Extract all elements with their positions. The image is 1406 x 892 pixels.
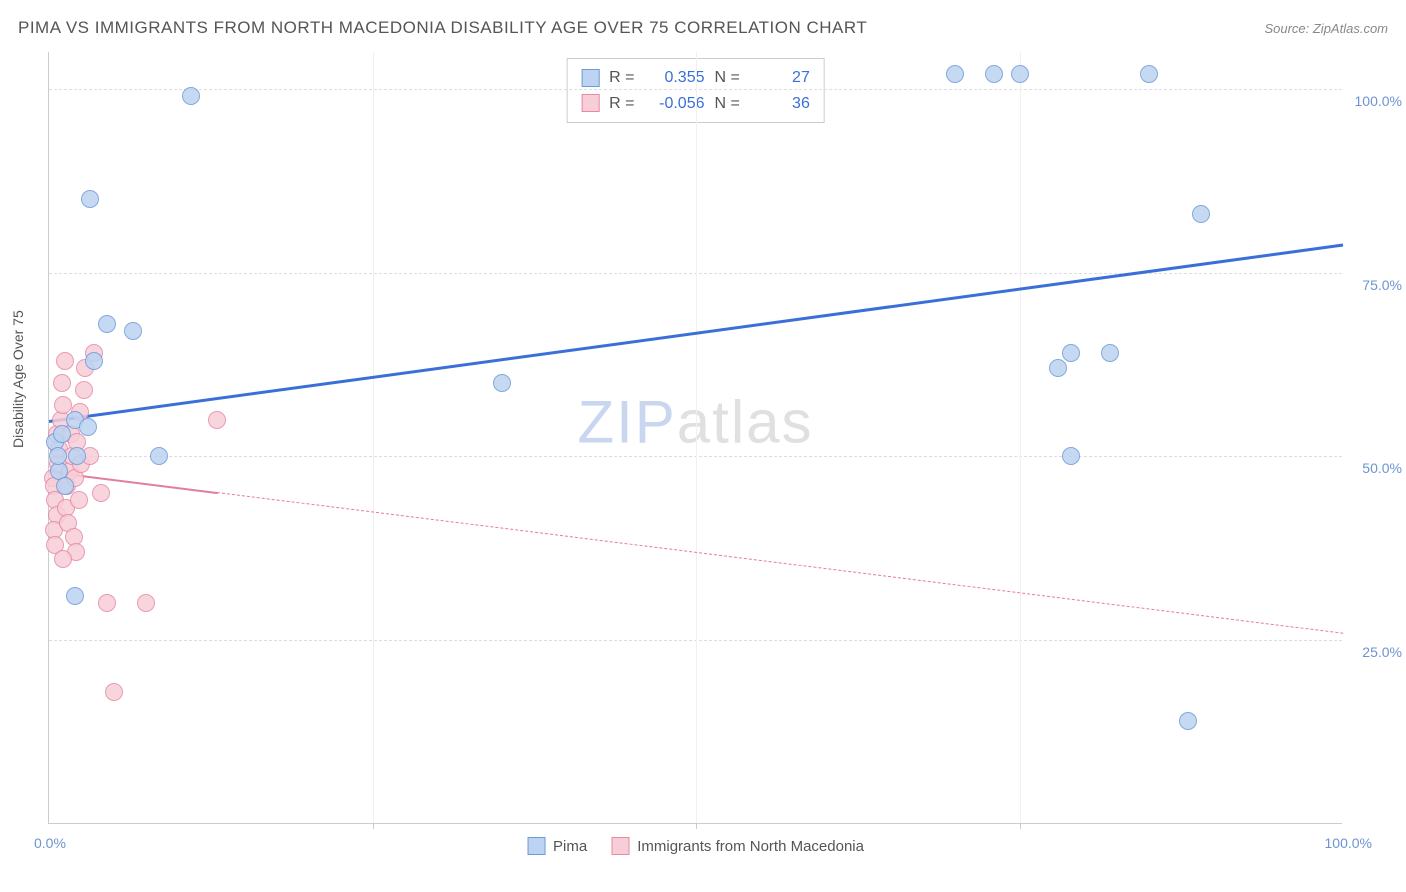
data-point bbox=[85, 352, 103, 370]
data-point bbox=[79, 418, 97, 436]
n-value-2: 36 bbox=[750, 91, 810, 117]
data-point bbox=[124, 322, 142, 340]
gridline-v bbox=[1020, 52, 1021, 823]
data-point bbox=[81, 190, 99, 208]
legend-label-2: Immigrants from North Macedonia bbox=[637, 838, 864, 855]
data-point bbox=[92, 484, 110, 502]
data-point bbox=[1101, 344, 1119, 362]
x-tick-mark bbox=[1020, 823, 1021, 829]
swatch-series-1 bbox=[581, 69, 599, 87]
trend-line bbox=[217, 492, 1343, 634]
data-point bbox=[985, 65, 1003, 83]
y-tick-label: 100.0% bbox=[1347, 93, 1402, 109]
chart-plot-area: ZIPatlas R = 0.355 N = 27 R = -0.056 N =… bbox=[48, 52, 1342, 824]
data-point bbox=[137, 594, 155, 612]
legend: Pima Immigrants from North Macedonia bbox=[527, 837, 864, 855]
data-point bbox=[182, 87, 200, 105]
gridline-v bbox=[373, 52, 374, 823]
y-tick-label: 50.0% bbox=[1347, 460, 1402, 476]
data-point bbox=[946, 65, 964, 83]
data-point bbox=[53, 374, 71, 392]
y-tick-label: 75.0% bbox=[1347, 277, 1402, 293]
n-value-1: 27 bbox=[750, 65, 810, 91]
y-axis-label: Disability Age Over 75 bbox=[10, 310, 26, 448]
data-point bbox=[150, 447, 168, 465]
data-point bbox=[1179, 712, 1197, 730]
source-label: Source: ZipAtlas.com bbox=[1264, 21, 1388, 36]
data-point bbox=[493, 374, 511, 392]
data-point bbox=[98, 594, 116, 612]
data-point bbox=[56, 352, 74, 370]
data-point bbox=[1011, 65, 1029, 83]
data-point bbox=[53, 425, 71, 443]
data-point bbox=[49, 447, 67, 465]
chart-title: PIMA VS IMMIGRANTS FROM NORTH MACEDONIA … bbox=[18, 18, 867, 38]
data-point bbox=[1049, 359, 1067, 377]
data-point bbox=[1140, 65, 1158, 83]
swatch-series-2 bbox=[581, 94, 599, 112]
gridline-v bbox=[696, 52, 697, 823]
x-tick-mark bbox=[373, 823, 374, 829]
data-point bbox=[75, 381, 93, 399]
data-point bbox=[68, 447, 86, 465]
x-tick-0: 0.0% bbox=[34, 835, 66, 851]
x-tick-100: 100.0% bbox=[1325, 835, 1372, 851]
data-point bbox=[1062, 344, 1080, 362]
data-point bbox=[98, 315, 116, 333]
data-point bbox=[54, 550, 72, 568]
legend-label-1: Pima bbox=[553, 838, 587, 855]
data-point bbox=[70, 491, 88, 509]
data-point bbox=[56, 477, 74, 495]
legend-swatch-1 bbox=[527, 837, 545, 855]
legend-swatch-2 bbox=[611, 837, 629, 855]
data-point bbox=[1062, 447, 1080, 465]
data-point bbox=[208, 411, 226, 429]
data-point bbox=[1192, 205, 1210, 223]
data-point bbox=[66, 587, 84, 605]
y-tick-label: 25.0% bbox=[1347, 644, 1402, 660]
x-tick-mark bbox=[696, 823, 697, 829]
data-point bbox=[105, 683, 123, 701]
